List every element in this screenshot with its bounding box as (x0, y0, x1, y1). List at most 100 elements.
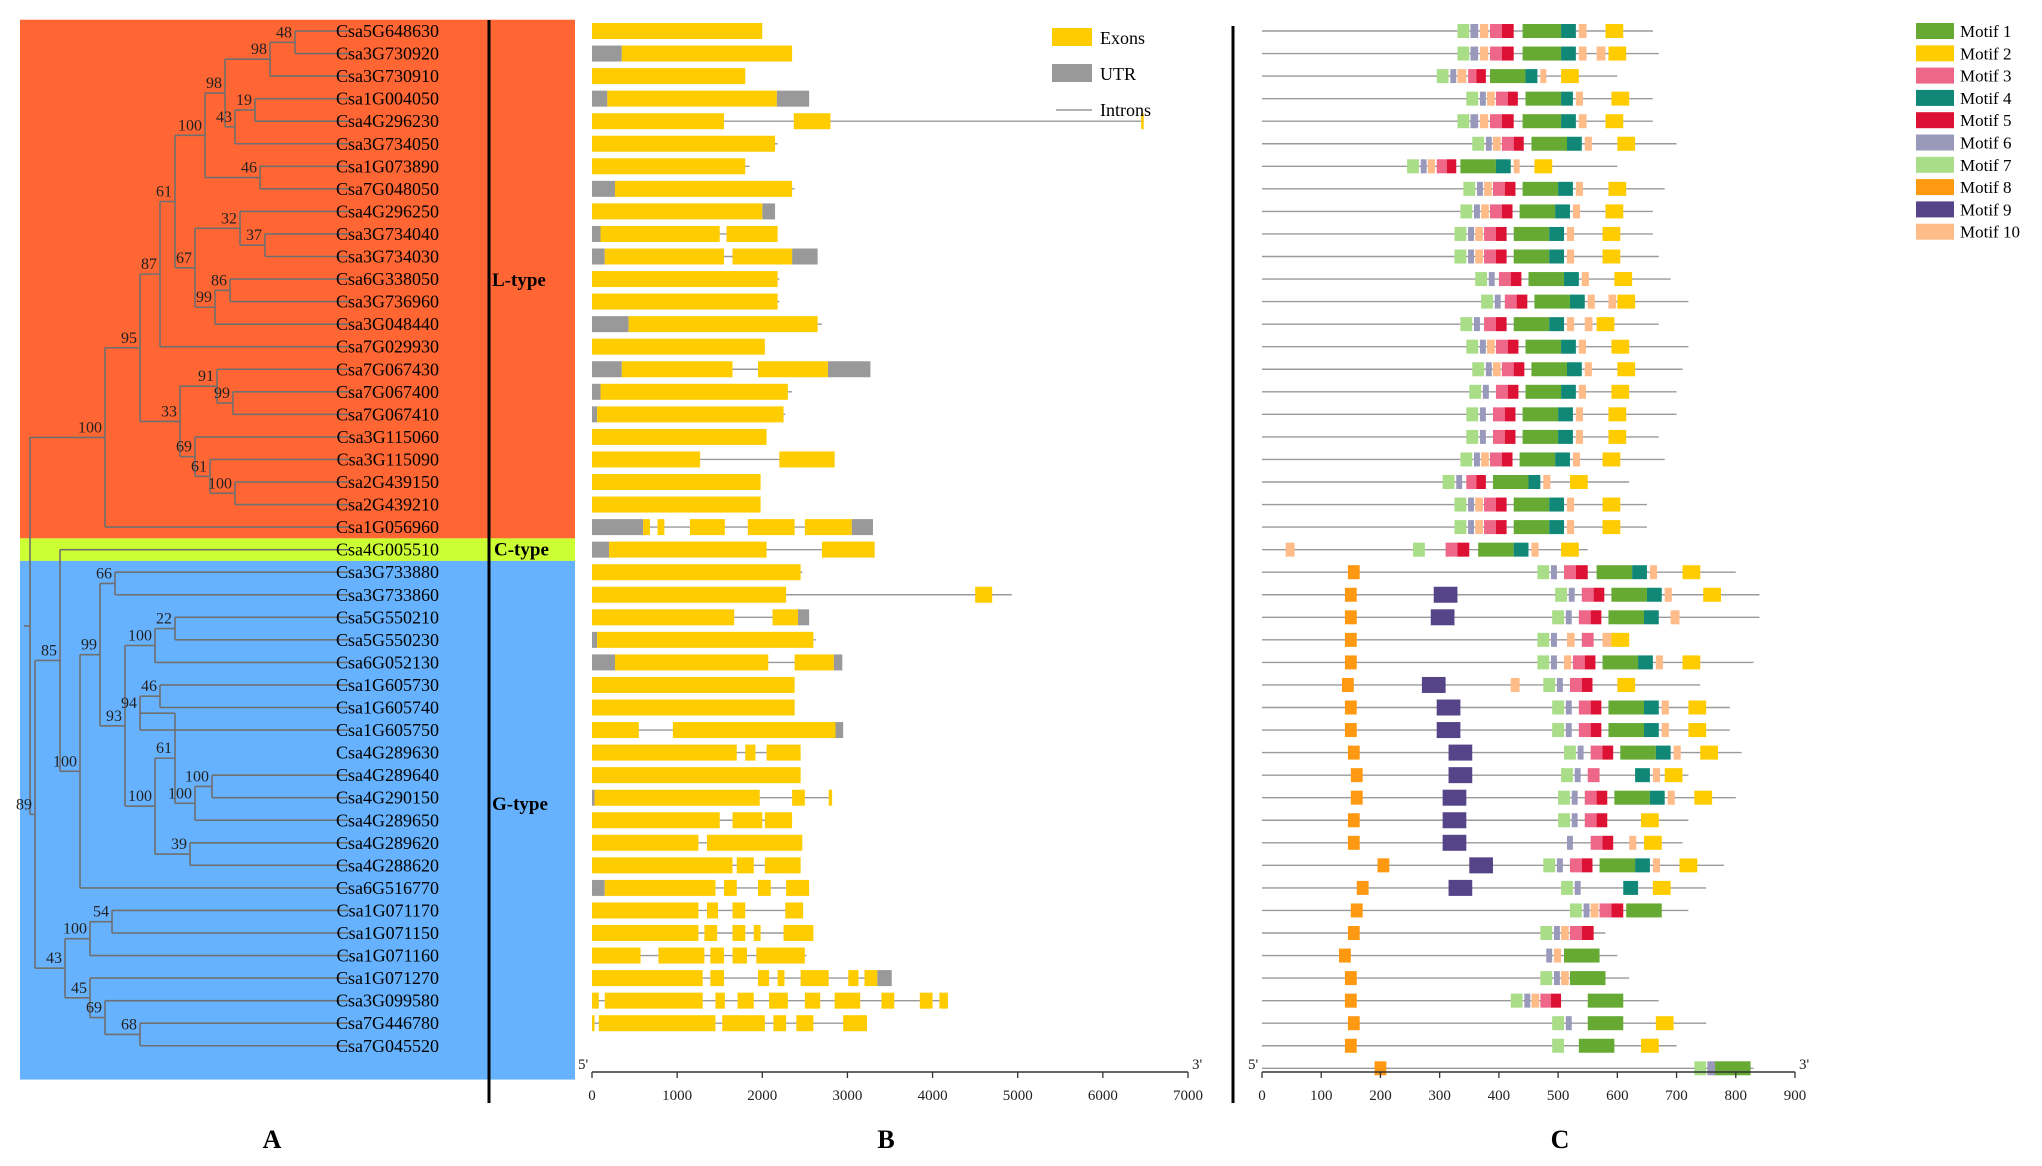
motif-10-block (1608, 294, 1617, 309)
bootstrap-value: 99 (214, 385, 230, 402)
gene-name: Csa4G289620 (336, 833, 439, 853)
motif-1-block (1602, 655, 1639, 670)
utr-block (592, 383, 601, 400)
motif-10-block (1285, 542, 1295, 557)
exon-block (658, 947, 705, 964)
exon-block (821, 541, 875, 558)
motif-10-block (1575, 407, 1583, 422)
axis-tick-label: 6000 (1088, 1088, 1118, 1104)
motif-1-block (1478, 542, 1514, 557)
gene-name: Csa3G115090 (337, 449, 439, 469)
gene-name: Csa3G734050 (336, 134, 439, 154)
protein-row (1262, 767, 1689, 784)
motif-6-block (1474, 317, 1480, 332)
motif-1-block (1569, 971, 1606, 986)
motif-10-block (1566, 317, 1575, 332)
motif-2-block (1617, 677, 1636, 692)
motif-3-block (1492, 429, 1505, 444)
bootstrap-value: 98 (251, 41, 267, 58)
motif-1-block (1531, 136, 1567, 151)
motif-5-block (1476, 69, 1486, 84)
motif-10-block (1661, 723, 1669, 738)
motif-3-block (1495, 339, 1508, 354)
protein-row (1262, 384, 1677, 399)
motif-7-block (1460, 452, 1473, 467)
motif-8-block (1344, 971, 1357, 986)
bootstrap-value: 66 (96, 565, 112, 582)
motif-10-block (1590, 903, 1599, 918)
motif-5-block (1581, 677, 1593, 692)
motif-3-block (1490, 204, 1502, 219)
exon-block (592, 925, 699, 941)
protein-row (1262, 114, 1653, 129)
motif-10-block (1566, 632, 1575, 647)
protein-row (1262, 339, 1689, 354)
motif-6-block (1476, 181, 1483, 196)
motif-7-block (1472, 362, 1485, 377)
motif-7-block (1543, 677, 1556, 692)
exon-block (614, 654, 769, 671)
exon-block (773, 1015, 787, 1032)
motif-10-block (1543, 475, 1551, 489)
motif-6-block (1571, 813, 1578, 828)
motif-4-block (1549, 226, 1565, 241)
motif-4-block (1549, 317, 1565, 332)
exon-block (657, 519, 665, 536)
motif-7-block (1454, 520, 1467, 535)
motif-1-block (1608, 610, 1644, 625)
motif-4-block (1566, 362, 1582, 377)
legend-swatch-exons (1052, 28, 1092, 46)
legend-label-motif-9: Motif 9 (1960, 200, 2011, 219)
protein-row (1262, 903, 1689, 918)
motif-1-block (1626, 903, 1662, 918)
motif-10-block (1457, 69, 1467, 84)
motif-8-block (1344, 1038, 1357, 1053)
motif-5-block (1611, 903, 1624, 918)
motif-3-block (1484, 249, 1496, 264)
motif-9-block (1436, 722, 1461, 739)
exon-block (766, 744, 801, 761)
motif-10-block (1566, 520, 1575, 535)
bootstrap-value: 100 (168, 785, 192, 802)
motif-2-block (1534, 159, 1553, 174)
gene-name: Csa1G605730 (336, 675, 439, 695)
protein-row (1262, 993, 1659, 1008)
bootstrap-value: 43 (46, 950, 62, 967)
gene-structure-row (592, 519, 873, 536)
motif-7-block (1558, 790, 1570, 805)
exon-block (783, 925, 814, 941)
gene-structure-row (592, 992, 948, 1009)
gene-structure-row (592, 361, 871, 378)
gene-name: Csa3G048440 (336, 314, 439, 334)
motif-2-block (1602, 497, 1621, 512)
motif-1-block (1608, 723, 1644, 738)
axis-tick-label: 100 (1310, 1088, 1333, 1104)
motif-9-block (1448, 879, 1473, 896)
gene-name: Csa4G296250 (336, 201, 439, 221)
motif-6-block (1565, 610, 1572, 625)
motif-1-block (1522, 46, 1562, 61)
motif-10-block (1664, 587, 1672, 602)
motif-10-block (1587, 294, 1595, 309)
motif-1-block (1611, 587, 1647, 602)
bootstrap-value: 91 (198, 368, 214, 385)
legend-label-motif-10: Motif 10 (1960, 223, 2020, 242)
motif-3-block (1564, 565, 1576, 580)
exon-block (794, 654, 834, 671)
gene-structure-row (592, 113, 1144, 130)
motif-10-block (1481, 452, 1489, 467)
motif-10-block (1479, 46, 1489, 61)
bootstrap-value: 94 (121, 695, 137, 712)
exon-block (848, 970, 859, 987)
bootstrap-value: 89 (16, 796, 32, 813)
axis-tick-label: 5000 (1003, 1088, 1033, 1104)
motif-10-block (1667, 790, 1675, 805)
motif-5-block (1551, 993, 1562, 1008)
motif-3-block (1569, 677, 1582, 692)
motif-10-block (1513, 159, 1520, 174)
motif-3-block (1590, 745, 1603, 760)
motif-10-block (1566, 226, 1575, 241)
motif-10-block (1596, 46, 1606, 61)
motif-3-block (1436, 159, 1447, 174)
